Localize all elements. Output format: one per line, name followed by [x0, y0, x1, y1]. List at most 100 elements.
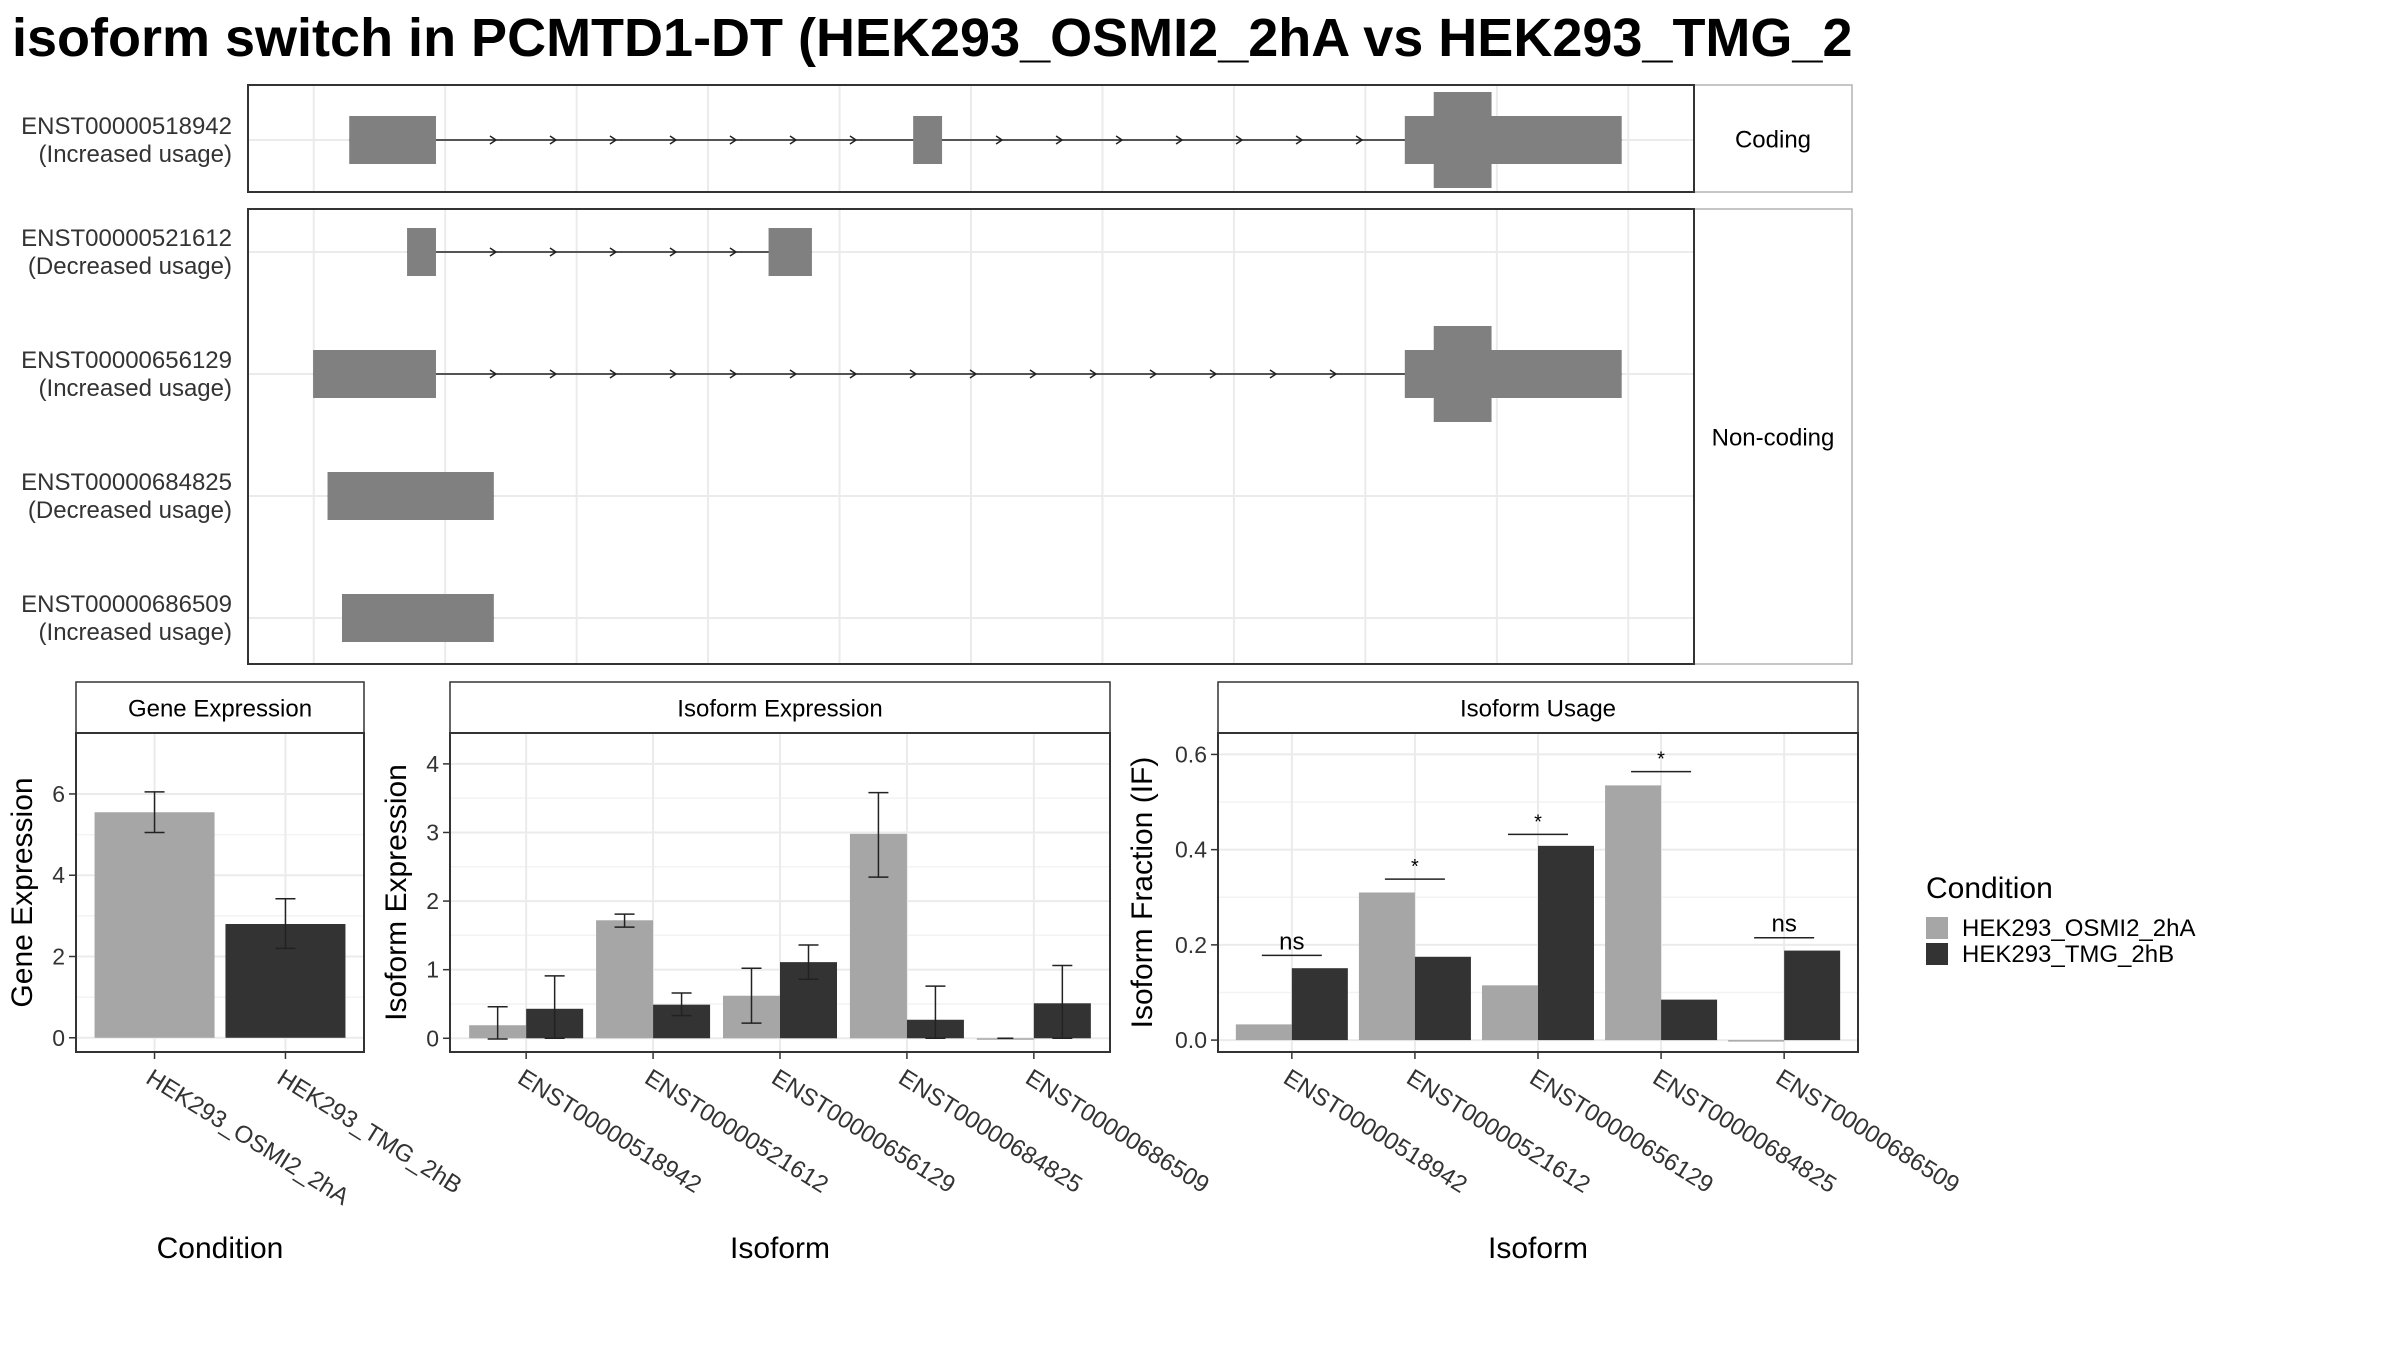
transcript-usage-label: (Increased usage) — [39, 619, 232, 646]
direction-arrow — [1269, 369, 1278, 379]
bar — [1291, 968, 1348, 1041]
direction-arrow — [1089, 369, 1098, 379]
exon-block — [1433, 326, 1492, 422]
transcript-id-label: ENST00000686509 — [21, 591, 232, 618]
bar — [1784, 950, 1841, 1041]
transcript-usage-label: (Increased usage) — [39, 141, 232, 168]
transcript-usage-label: (Increased usage) — [39, 375, 232, 402]
transcript-id-label: ENST00000656129 — [21, 347, 232, 374]
isoform-usage-chart: Isoform Usagens***ns0.00.20.40.6ENST0000… — [1126, 681, 1964, 1265]
y-tick-label: 0 — [426, 1025, 439, 1051]
direction-arrow — [669, 247, 678, 257]
exon-block — [341, 594, 494, 642]
y-tick-label: 0.2 — [1175, 932, 1207, 958]
figure-title: isoform switch in PCMTD1-DT (HEK293_OSMI… — [12, 8, 1852, 68]
bar — [1414, 956, 1471, 1041]
direction-arrow — [1149, 369, 1158, 379]
direction-arrow — [729, 247, 738, 257]
bar — [1358, 892, 1415, 1041]
direction-arrow — [669, 369, 678, 379]
y-axis-title: Gene Expression — [6, 777, 39, 1007]
direction-arrow — [1115, 135, 1124, 145]
bar — [1538, 845, 1594, 1041]
bar — [596, 920, 654, 1039]
direction-arrow — [489, 135, 498, 145]
x-axis-title: Isoform — [730, 1232, 830, 1265]
direction-arrow — [849, 369, 858, 379]
significance-label: ns — [1771, 911, 1796, 938]
y-axis-title: Isoform Expression — [380, 764, 413, 1021]
exon-block — [407, 228, 436, 276]
direction-arrow — [609, 247, 618, 257]
bar — [1482, 985, 1538, 1041]
transcript-usage-label: (Decreased usage) — [28, 497, 232, 524]
transcript-id-label: ENST00000518942 — [21, 113, 232, 140]
significance-label: ns — [1279, 928, 1304, 955]
direction-arrow — [549, 135, 558, 145]
direction-arrow — [489, 247, 498, 257]
direction-arrow — [609, 369, 618, 379]
y-tick-label: 1 — [426, 957, 439, 983]
significance-label: * — [1534, 811, 1542, 833]
direction-arrow — [1235, 135, 1244, 145]
direction-arrow — [1055, 135, 1064, 145]
direction-arrow — [669, 135, 678, 145]
direction-arrow — [1029, 369, 1038, 379]
bar — [94, 812, 215, 1038]
facet-label: Non-coding — [1712, 425, 1835, 452]
significance-label: * — [1657, 749, 1665, 771]
legend-swatch — [1926, 917, 1948, 939]
transcript-usage-label: (Decreased usage) — [28, 253, 232, 280]
bar — [1235, 1024, 1292, 1041]
legend-item-label: HEK293_OSMI2_2hA — [1962, 915, 2195, 942]
facet-strip — [1693, 84, 1853, 193]
transcript-structure-panel: CodingNon-codingENST00000518942(Increase… — [21, 84, 1853, 665]
y-tick-label: 2 — [426, 888, 439, 914]
direction-arrow — [909, 369, 918, 379]
legend-title: Condition — [1926, 872, 2053, 905]
direction-arrow — [969, 369, 978, 379]
exon-block — [913, 116, 943, 164]
bar — [1605, 785, 1662, 1041]
exon-block — [349, 116, 436, 164]
direction-arrow — [995, 135, 1004, 145]
exon-block — [313, 350, 436, 398]
y-tick-label: 3 — [426, 819, 439, 845]
facet-strip — [1693, 208, 1853, 665]
direction-arrow — [849, 135, 858, 145]
transcript-id-label: ENST00000684825 — [21, 469, 232, 496]
gene-expression-chart: Gene Expression0246HEK293_OSMI2_2hAHEK29… — [6, 681, 466, 1265]
y-tick-label: 0.4 — [1175, 837, 1207, 863]
chart-title: Gene Expression — [128, 696, 312, 723]
y-tick-label: 4 — [426, 751, 439, 777]
x-axis-title: Condition — [157, 1232, 284, 1265]
exon-block — [768, 228, 812, 276]
y-tick-label: 0.6 — [1175, 741, 1207, 767]
direction-arrow — [1295, 135, 1304, 145]
direction-arrow — [789, 369, 798, 379]
structure-panel-border — [247, 208, 1695, 665]
bar — [1661, 999, 1718, 1041]
y-tick-label: 6 — [52, 781, 65, 807]
structure-panel-border — [247, 84, 1695, 193]
chart-strip — [1217, 681, 1859, 734]
y-tick-label: 0.0 — [1175, 1027, 1207, 1053]
exon-block — [1433, 92, 1492, 188]
direction-arrow — [1175, 135, 1184, 145]
y-tick-label: 4 — [52, 862, 65, 888]
direction-arrow — [1329, 369, 1338, 379]
significance-label: * — [1411, 856, 1419, 878]
direction-arrow — [729, 135, 738, 145]
chart-strip — [449, 681, 1111, 734]
chart-panel-border — [75, 732, 365, 1053]
direction-arrow — [1209, 369, 1218, 379]
y-tick-label: 0 — [52, 1025, 65, 1051]
legend-item-label: HEK293_TMG_2hB — [1962, 941, 2174, 968]
bar — [1728, 1040, 1785, 1042]
direction-arrow — [549, 247, 558, 257]
legend-swatch — [1926, 943, 1948, 965]
facet-label: Coding — [1735, 127, 1811, 154]
direction-arrow — [489, 369, 498, 379]
